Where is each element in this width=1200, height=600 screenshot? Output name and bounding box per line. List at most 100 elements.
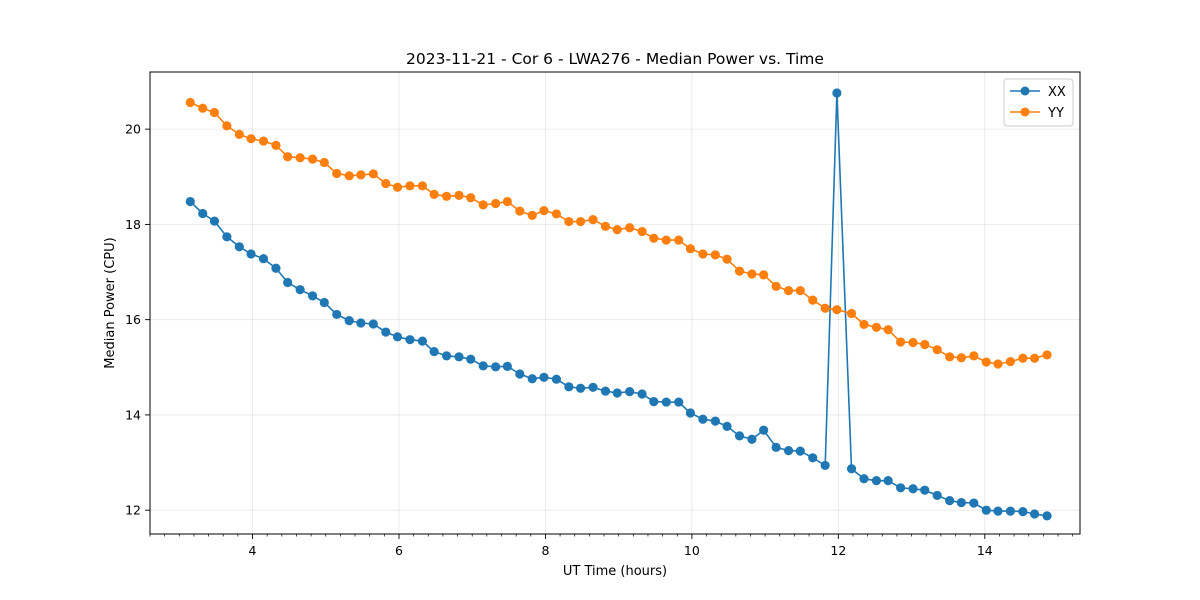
series-xx-point bbox=[258, 254, 269, 264]
series-yy-point bbox=[1029, 353, 1040, 363]
series-xx-point bbox=[417, 336, 428, 346]
series-xx-point bbox=[600, 386, 611, 396]
series-yy-point bbox=[661, 235, 671, 245]
series-xx-point bbox=[198, 208, 208, 219]
series-yy-point bbox=[625, 223, 635, 233]
series-yy-point bbox=[307, 154, 318, 164]
series-yy-point bbox=[564, 216, 574, 227]
series-xx-point bbox=[283, 277, 293, 288]
legend-yy-label: YY bbox=[1047, 106, 1064, 121]
series-yy-point bbox=[392, 182, 403, 192]
series-yy-point bbox=[1018, 353, 1028, 363]
series-yy-point bbox=[1042, 350, 1052, 360]
y-tick-label: 14 bbox=[125, 407, 141, 422]
series-yy-point bbox=[698, 249, 708, 259]
series-yy-point bbox=[502, 196, 512, 207]
series-yy-point bbox=[832, 305, 842, 315]
series-yy-point bbox=[429, 189, 439, 200]
series-xx-point bbox=[1018, 507, 1028, 517]
series-xx-point bbox=[871, 476, 882, 486]
series-yy-point bbox=[332, 168, 342, 179]
series-yy-point bbox=[859, 319, 869, 330]
series-xx-point bbox=[832, 88, 842, 98]
series-xx-point bbox=[392, 332, 403, 342]
series-yy-point bbox=[295, 153, 305, 163]
series-yy-point bbox=[747, 269, 757, 279]
series-xx-point bbox=[759, 425, 769, 435]
x-tick-label: 6 bbox=[395, 543, 403, 558]
series-xx-point bbox=[332, 309, 342, 320]
series-yy-point bbox=[722, 254, 732, 264]
series-xx-point bbox=[295, 285, 305, 295]
series-xx-point bbox=[649, 396, 659, 407]
series-yy-point bbox=[871, 322, 882, 332]
series-xx-point bbox=[588, 382, 598, 392]
series-yy-point bbox=[883, 325, 893, 335]
series-xx-point bbox=[1042, 511, 1052, 521]
series-yy-point bbox=[932, 345, 942, 355]
series-layer bbox=[185, 88, 1052, 521]
series-xx-point bbox=[515, 369, 525, 379]
series-xx-point bbox=[491, 362, 501, 372]
series-xx-point bbox=[993, 506, 1003, 516]
series-yy-point bbox=[710, 250, 720, 260]
series-xx-point bbox=[747, 434, 757, 444]
series-yy-point bbox=[491, 198, 501, 209]
series-xx-point bbox=[441, 351, 452, 361]
series-yy-point bbox=[969, 351, 979, 361]
series-xx-point bbox=[945, 496, 955, 506]
series-xx-point bbox=[820, 460, 830, 471]
series-yy-point bbox=[405, 181, 415, 191]
series-yy-point bbox=[649, 233, 659, 243]
series-xx-point bbox=[956, 497, 966, 508]
x-tick-label: 4 bbox=[249, 543, 257, 558]
series-xx-point bbox=[502, 361, 512, 371]
axis-ticks: 4 6 8 10 12 14 12 14 16 18 20 bbox=[125, 122, 1074, 558]
series-yy-point bbox=[993, 359, 1003, 369]
series-yy-point bbox=[319, 157, 329, 168]
series-yy-point bbox=[734, 266, 745, 276]
series-yy-point bbox=[417, 181, 428, 191]
series-xx-point bbox=[637, 389, 647, 399]
legend-xx-marker bbox=[1020, 86, 1030, 96]
series-yy-point bbox=[381, 178, 391, 189]
series-xx-point bbox=[356, 318, 366, 328]
y-tick-label: 20 bbox=[125, 122, 141, 137]
legend: XX YY bbox=[1003, 78, 1074, 127]
series-yy-point bbox=[234, 129, 244, 139]
x-tick-label: 8 bbox=[541, 543, 549, 558]
series-xx-point bbox=[710, 416, 720, 426]
series-xx-point bbox=[698, 414, 708, 424]
x-tick-label: 14 bbox=[977, 543, 993, 558]
series-yy-point bbox=[588, 215, 598, 225]
series-yy-point bbox=[600, 221, 611, 231]
series-xx-point bbox=[551, 374, 562, 384]
series-yy-point bbox=[1005, 356, 1016, 367]
series-yy-point bbox=[674, 235, 684, 245]
series-xx-point bbox=[981, 505, 991, 515]
series-xx-point bbox=[405, 335, 415, 345]
series-yy-point bbox=[895, 337, 906, 347]
series-xx-point bbox=[344, 316, 354, 326]
series-xx-point bbox=[271, 263, 281, 273]
series-xx-point bbox=[795, 446, 805, 456]
y-tick-label: 18 bbox=[125, 217, 141, 232]
series-yy-point bbox=[271, 140, 281, 150]
series-xx-point bbox=[527, 374, 537, 384]
y-tick-label: 12 bbox=[125, 503, 141, 518]
legend-xx-label: XX bbox=[1048, 85, 1066, 100]
series-xx-point bbox=[368, 319, 378, 329]
y-axis-label: Median Power (CPU) bbox=[103, 237, 118, 368]
x-tick-label: 10 bbox=[684, 543, 700, 558]
series-yy-point bbox=[441, 191, 452, 201]
series-yy-point bbox=[246, 134, 256, 144]
series-xx-point bbox=[920, 485, 930, 495]
series-yy-point bbox=[920, 339, 930, 350]
series-xx-point bbox=[734, 431, 745, 441]
series-xx-point bbox=[685, 408, 696, 418]
series-xx-point bbox=[612, 388, 622, 398]
series-yy-point bbox=[222, 121, 232, 131]
x-axis-label: UT Time (hours) bbox=[563, 564, 667, 579]
series-xx-point bbox=[661, 397, 671, 407]
